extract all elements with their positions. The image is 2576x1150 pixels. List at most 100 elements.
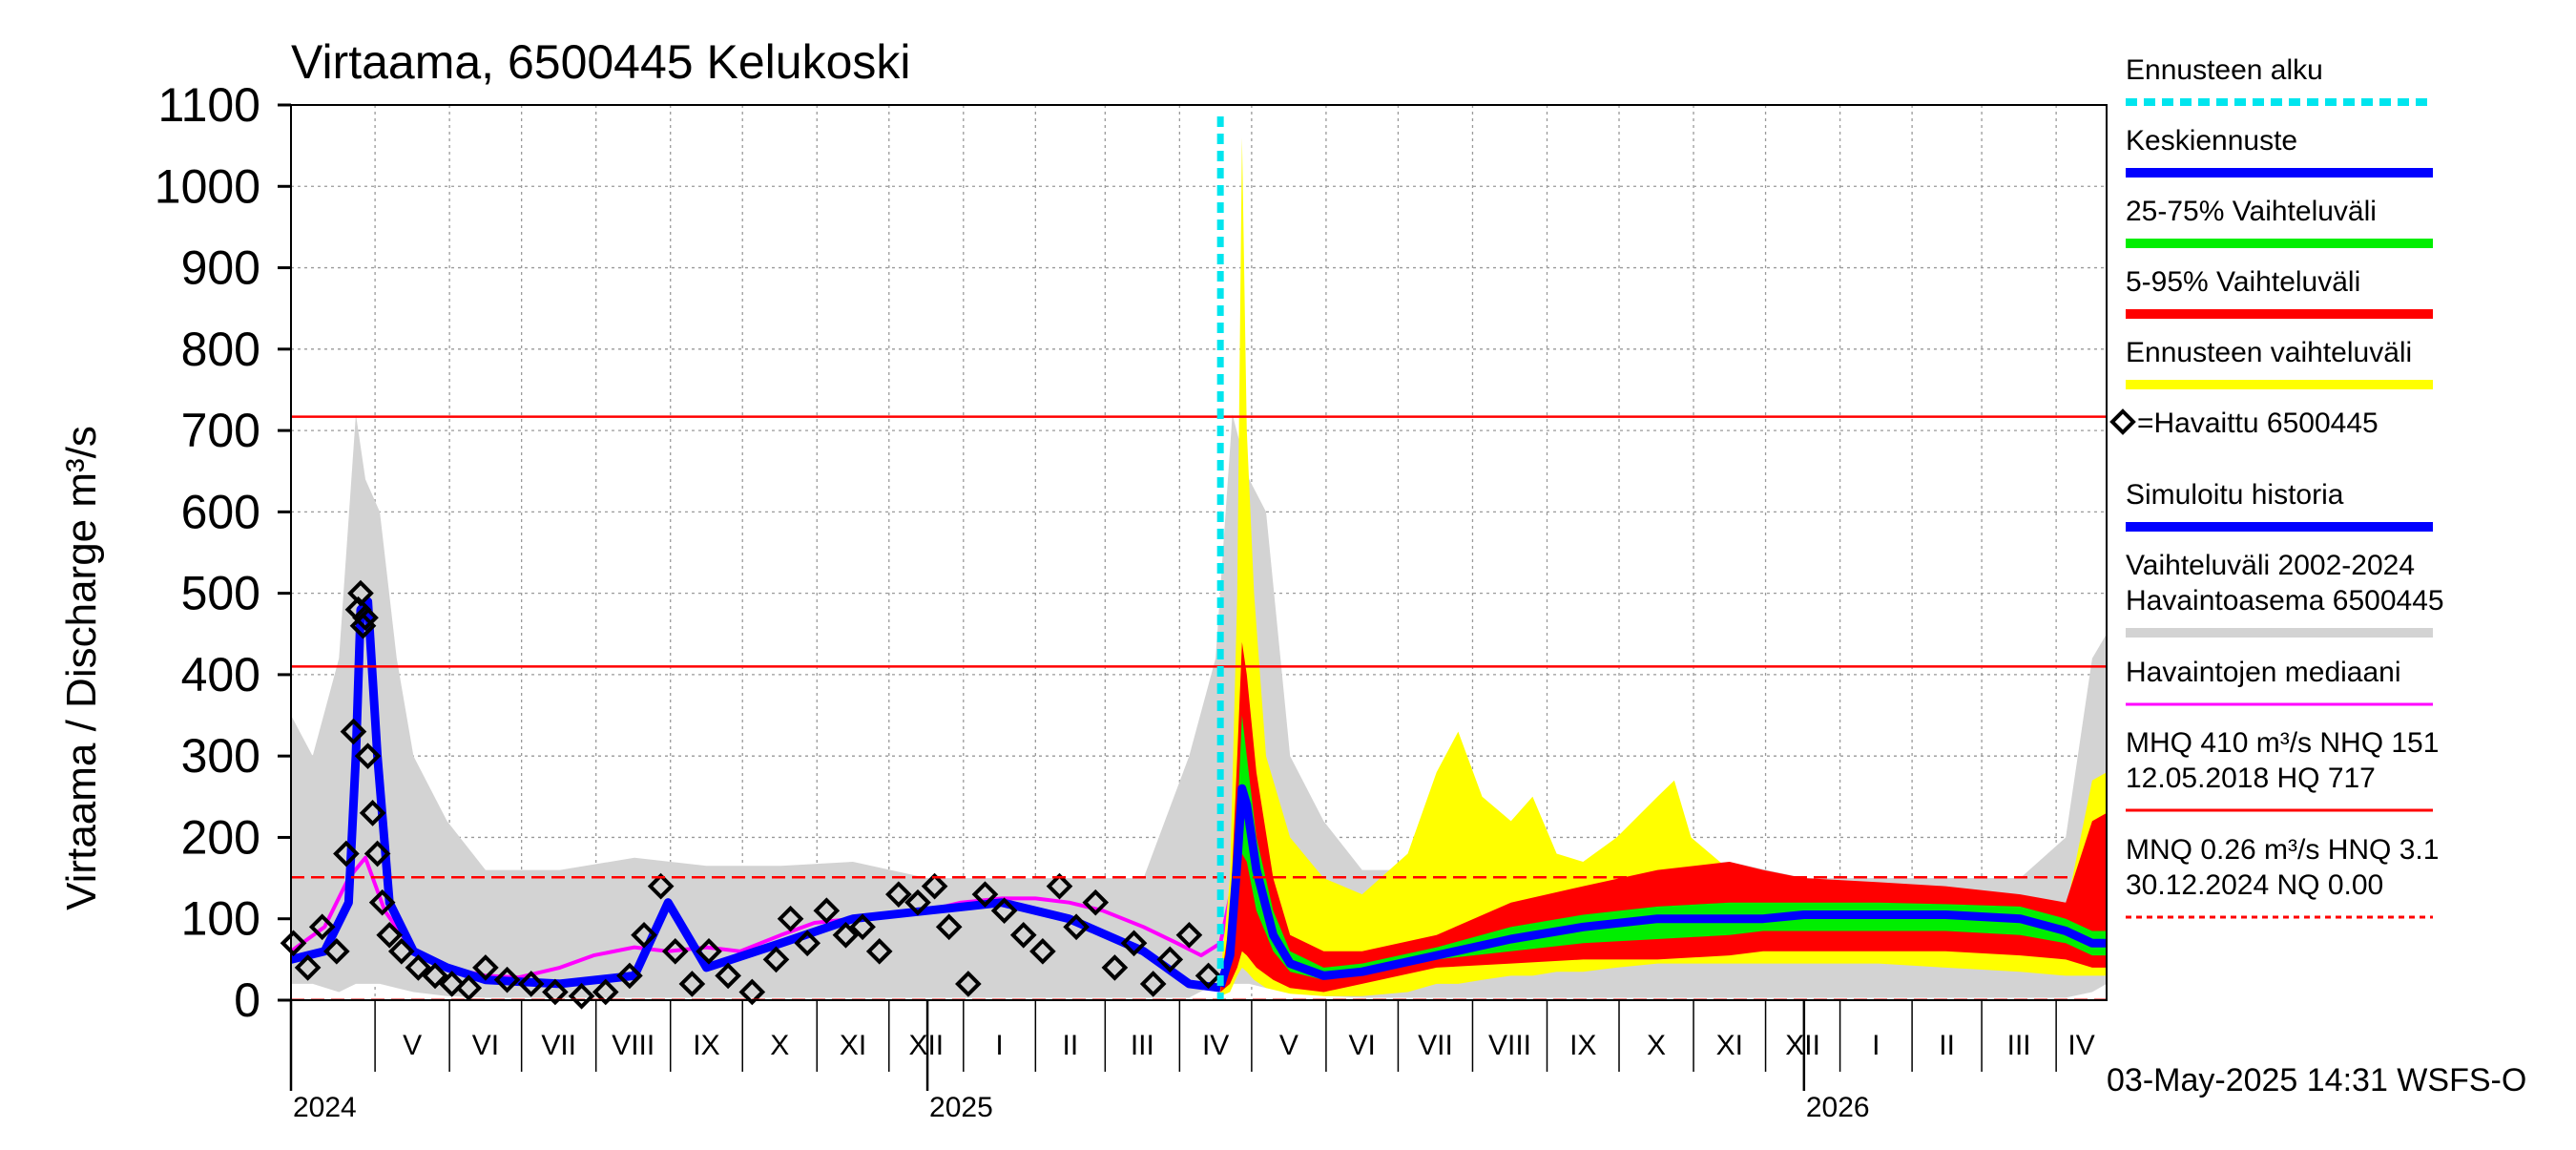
- observed-point: [1120, 930, 1148, 957]
- legend-label-line2: Havaintoasema 6500445: [2126, 585, 2444, 617]
- observed-point: [955, 971, 982, 997]
- observed-point: [422, 962, 448, 990]
- legend-item-ennusteen-vaihteluv-li: Ennusteen vaihteluväli: [2126, 337, 2433, 389]
- observed-point: [813, 897, 841, 925]
- observed-point: [333, 840, 360, 868]
- line-keskiennuste: [1215, 784, 2107, 988]
- legend-item-keskiennuste: Keskiennuste: [2126, 125, 2433, 178]
- legend-item-mhq-410-m-s-nhq-151: MHQ 410 m³/s NHQ 151 12.05.2018 HQ 717: [2126, 727, 2439, 812]
- observed-point: [1156, 946, 1184, 973]
- x-month-label: X: [1647, 1030, 1666, 1061]
- x-month-label: V: [403, 1030, 422, 1061]
- observed-point: [794, 930, 821, 957]
- observed-point: [568, 982, 595, 1010]
- legend-item-simuloitu-historia: Simuloitu historia: [2126, 479, 2433, 532]
- x-month-label: VII: [541, 1030, 576, 1061]
- y-tick-label: 1100: [157, 78, 260, 132]
- observed-point: [631, 921, 657, 949]
- x-month-label: XII: [908, 1030, 944, 1061]
- legend-label: Keskiennuste: [2126, 125, 2297, 157]
- x-month-label: IV: [2067, 1030, 2094, 1061]
- observed-point: [405, 954, 432, 981]
- x-month-label: XI: [840, 1030, 866, 1061]
- legend-label: Vaihteluväli 2002-2024: [2126, 550, 2415, 581]
- chart-title: Virtaama, 6500445 Kelukoski: [291, 35, 911, 89]
- x-month-label: V: [1279, 1030, 1298, 1061]
- legend-label: Ennusteen vaihteluväli: [2126, 337, 2412, 368]
- y-axis-label: Virtaama / Discharge m³/s: [58, 426, 105, 910]
- x-month-label: II: [1062, 1030, 1078, 1061]
- observed-point: [322, 938, 350, 965]
- legend-label-line2: 30.12.2024 NQ 0.00: [2126, 869, 2383, 901]
- observed-point: [592, 978, 619, 1006]
- x-month-label: III: [2007, 1030, 2031, 1061]
- observed-point: [493, 966, 521, 993]
- observed-point: [542, 978, 569, 1006]
- observed-point: [885, 881, 912, 908]
- legend-item-ennusteen-alku: Ennusteen alku: [2126, 54, 2433, 106]
- observed-point: [990, 897, 1018, 925]
- y-tick-label: 900: [181, 241, 260, 295]
- observed-point: [455, 974, 483, 1002]
- legend-label: Havaintojen mediaani: [2126, 657, 2401, 688]
- y-tick-label: 0: [234, 973, 260, 1027]
- x-month-label: IV: [1202, 1030, 1229, 1061]
- x-month-label: I: [1872, 1030, 1880, 1061]
- legend-label-line2: 12.05.2018 HQ 717: [2126, 763, 2376, 794]
- observed-point: [777, 905, 804, 932]
- observed-point: [359, 800, 386, 826]
- x-month-label: II: [1939, 1030, 1955, 1061]
- y-tick-label: 300: [181, 729, 260, 783]
- observed-point: [340, 718, 367, 745]
- observed-point: [1063, 913, 1090, 941]
- observed-point: [696, 938, 722, 965]
- legend-item-5-95-vaihteluv-li: 5-95% Vaihteluväli: [2126, 266, 2433, 319]
- legend-label: Simuloitu historia: [2126, 479, 2344, 511]
- legend-label: MHQ 410 m³/s NHQ 151: [2126, 727, 2439, 759]
- legend-label: =Havaittu 6500445: [2137, 408, 2379, 439]
- x-month-label: IX: [693, 1030, 719, 1061]
- observed-point: [1175, 921, 1203, 949]
- x-month-label: VIII: [1488, 1030, 1531, 1061]
- x-month-label: VII: [1418, 1030, 1453, 1061]
- y-tick-label: 800: [181, 323, 260, 376]
- legend-item-vaihteluv-li-2002-2024: Vaihteluväli 2002-2024 Havaintoasema 650…: [2126, 550, 2444, 638]
- legend-label: MNQ 0.26 m³/s HNQ 3.1: [2126, 834, 2439, 866]
- x-month-label: VI: [472, 1030, 499, 1061]
- x-month-label: VIII: [612, 1030, 654, 1061]
- plot-frame: [290, 104, 2108, 1001]
- observed-point: [865, 938, 893, 965]
- band-25-75-vaihteluv-li: [1220, 715, 2107, 989]
- observed-point: [376, 921, 404, 949]
- y-tick-label: 500: [181, 567, 260, 620]
- observed-point: [1082, 889, 1110, 916]
- observed-point: [438, 971, 466, 997]
- observed-point: [387, 938, 415, 965]
- observed-point: [904, 889, 931, 916]
- observed-point: [1195, 962, 1222, 990]
- observed-point: [971, 881, 999, 908]
- x-month-label: I: [995, 1030, 1003, 1061]
- observed-point: [472, 954, 499, 981]
- x-month-label: VI: [1348, 1030, 1375, 1061]
- observed-point: [616, 962, 643, 990]
- x-month-label: IX: [1569, 1030, 1596, 1061]
- legend-item-mnq-0-26-m-s-hnq-3-1: MNQ 0.26 m³/s HNQ 3.130.12.2024 NQ 0.00: [2126, 834, 2439, 919]
- x-month-label: XI: [1716, 1030, 1743, 1061]
- observed-point: [1046, 872, 1073, 900]
- legend-item-25-75-vaihteluv-li: 25-75% Vaihteluväli: [2126, 196, 2433, 248]
- y-tick-label: 400: [181, 648, 260, 701]
- observed-point: [678, 971, 706, 997]
- y-tick-label: 700: [181, 404, 260, 457]
- observed-point: [661, 938, 689, 965]
- observed-point: [368, 889, 396, 916]
- observed-point: [1009, 921, 1037, 949]
- observed-point: [352, 604, 379, 632]
- observed-point: [1029, 938, 1056, 965]
- legend-item-havaintojen-mediaani: Havaintojen mediaani: [2126, 657, 2433, 706]
- observed-point: [738, 978, 766, 1006]
- x-year-label: 2026: [1806, 1092, 1870, 1123]
